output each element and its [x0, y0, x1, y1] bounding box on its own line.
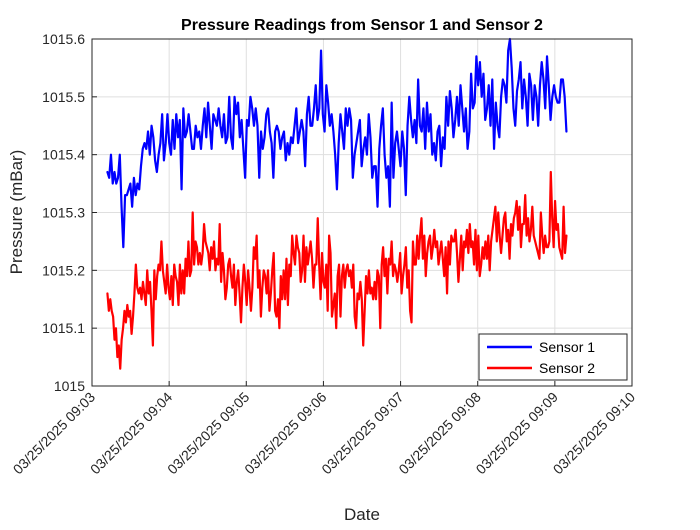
y-tick-label: 1015.3	[42, 205, 85, 221]
chart-title: Pressure Readings from Sensor 1 and Sens…	[181, 17, 543, 34]
y-tick-label: 1015.6	[42, 31, 85, 47]
y-tick-label: 1015.5	[42, 89, 85, 105]
series-line-sensor-2	[106, 170, 568, 370]
y-tick-label: 1015	[54, 378, 85, 394]
x-axis-label: Date	[344, 505, 380, 524]
series-group	[106, 37, 568, 370]
series-line-sensor-1	[106, 37, 568, 249]
legend-label-sensor-1: Sensor 1	[539, 339, 595, 355]
y-tick-label: 1015.4	[42, 147, 85, 163]
legend-box	[478, 333, 628, 381]
y-axis-label: Pressure (mBar)	[7, 150, 26, 275]
y-tick-label: 1015.1	[42, 320, 85, 336]
y-axis: 1015 1015.1 1015.2 1015.3 1015.4 1015.5 1015.6	[42, 31, 97, 394]
legend: Sensor 1 Sensor 2	[478, 333, 628, 381]
legend-label-sensor-2: Sensor 2	[539, 360, 595, 376]
y-tick-label: 1015.2	[42, 262, 85, 278]
